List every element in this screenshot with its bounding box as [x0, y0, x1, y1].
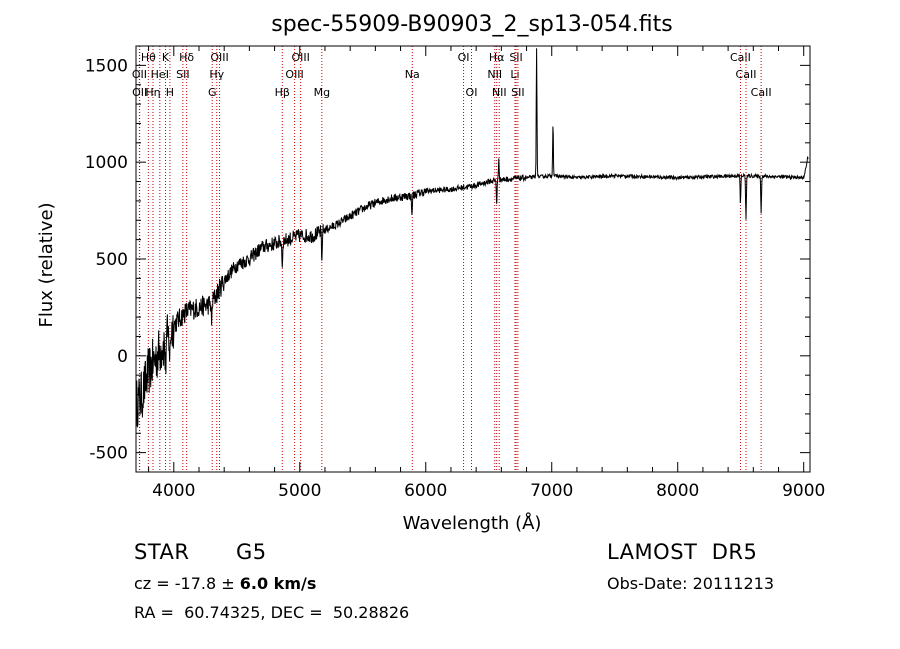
spectral-line-label: Li	[510, 68, 519, 81]
spectral-line-label: NII	[492, 86, 507, 99]
spectral-line-label: OIII	[291, 51, 309, 64]
y-axis-label: Flux (relative)	[36, 202, 57, 327]
x-tick-label: 6000	[404, 481, 447, 501]
y-tick-label: 500	[96, 250, 128, 270]
spectral-line-label: Hγ	[209, 68, 224, 81]
coordinates: RA = 60.74325, DEC = 50.28826	[134, 603, 410, 622]
plot-frame	[135, 45, 811, 473]
spectral-line-label: Na	[405, 68, 420, 81]
object-class: STAR	[134, 540, 190, 564]
x-tick-label: 4000	[152, 481, 195, 501]
spectral-line-label: G	[208, 86, 217, 99]
spectral-line-label: CaII	[730, 51, 751, 64]
axes: 4000 5000 6000 7000 8000 9000 -500 0 500 1000 1500	[85, 45, 825, 501]
spectral-line-label: NII	[487, 68, 502, 81]
chart-title: spec-55909-B90903_2_sp13-054.fits	[271, 12, 673, 37]
redshift-line: cz = -17.8 ± 6.0 km/s	[134, 574, 316, 593]
spectral-line-label: OI	[466, 86, 478, 99]
x-tick-label: 9000	[782, 481, 825, 501]
spectral-line-label: HeI	[151, 68, 169, 81]
y-tick-label: 1500	[85, 56, 128, 76]
y-tick-label: 0	[117, 347, 128, 367]
x-axis-label: Wavelength (Å)	[403, 512, 542, 534]
y-tick-label: 1000	[85, 153, 128, 173]
cz-label: cz =	[134, 574, 175, 593]
x-tick-label: 8000	[656, 481, 699, 501]
spectral-line-label: OIII	[210, 51, 228, 64]
spectral-line-label: Hθ	[141, 51, 156, 64]
spectral-line-label: CaII	[751, 86, 772, 99]
spectral-line-label: H	[166, 86, 174, 99]
spectral-line-label: CaII	[736, 68, 757, 81]
y-tick-label: -500	[89, 444, 128, 464]
spectral-line-label: Hη	[145, 86, 160, 99]
spectral-line-label: SII	[509, 51, 522, 64]
spectral-line-label: OI	[458, 51, 470, 64]
survey-name: LAMOST DR5	[607, 540, 758, 564]
spectral-line-label: Hβ	[275, 86, 290, 99]
flux-series-line	[135, 48, 809, 428]
spectral-line-label: Hα	[489, 51, 505, 64]
spectral-line-label: SII	[176, 68, 189, 81]
obs-date: Obs-Date: 20111213	[607, 574, 775, 593]
spectral-line-label: Hδ	[179, 51, 194, 64]
object-subclass: G5	[236, 540, 267, 564]
spectral-line-label: K	[162, 51, 170, 64]
spectral-line-label: SII	[511, 86, 524, 99]
spectral-line-label: OIII	[285, 68, 303, 81]
cz-error: 6.0 km/s	[239, 574, 317, 593]
x-tick-label: 5000	[278, 481, 321, 501]
spectrum-series	[135, 48, 809, 428]
x-tick-label: 7000	[530, 481, 573, 501]
spectral-line-label: Mg	[314, 86, 330, 99]
cz-value: -17.8 ±	[174, 574, 240, 593]
